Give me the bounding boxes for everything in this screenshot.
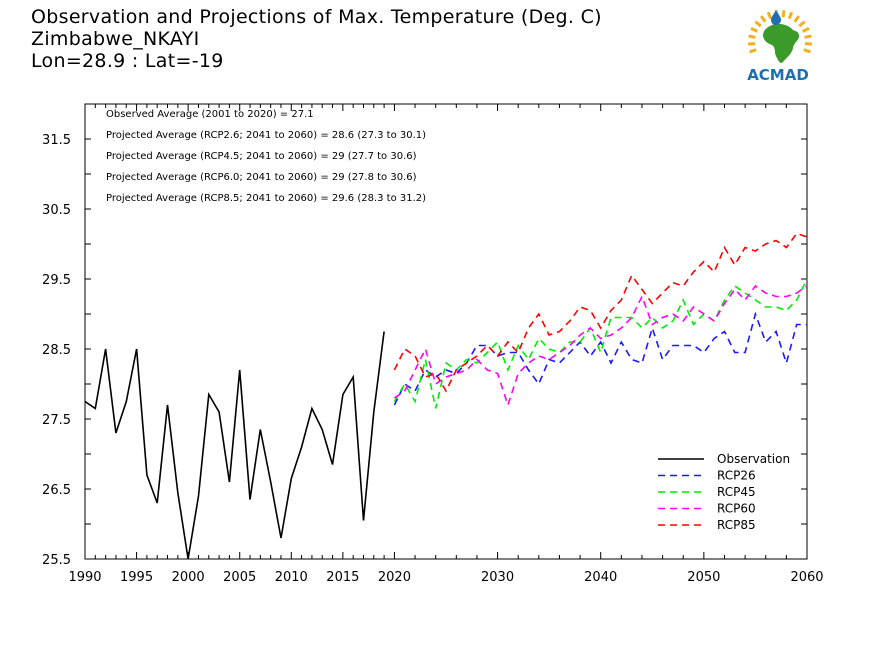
x-tick-label: 1990 (68, 570, 101, 585)
logo-sun-ray (798, 20, 806, 28)
legend-label: RCP60 (717, 502, 756, 516)
series-line-rcp45 (393, 278, 808, 409)
x-tick-label: 2030 (481, 570, 514, 585)
legend-label: Observation (717, 452, 790, 466)
y-tick-label: 26.5 (42, 483, 71, 498)
y-axis: 25.5 26.5 27.5 28.5 29.5 30.5 31.5 (42, 103, 807, 568)
coordinates: Lon=28.9 : Lat=-19 (31, 50, 224, 72)
acmad-logo: ACMAD (747, 10, 813, 84)
logo-text: ACMAD (747, 66, 809, 84)
legend-label: RCP45 (717, 485, 756, 499)
annotation-line: Projected Average (RCP8.5; 2041 to 2060)… (106, 193, 426, 204)
x-tick-label: 2040 (584, 570, 617, 585)
legend-label: RCP26 (717, 469, 756, 483)
logo-sun-ray (793, 15, 801, 23)
series-line-observation (84, 331, 385, 560)
series-layer (84, 232, 808, 560)
x-tick-label: 2050 (687, 570, 720, 585)
location-name: Zimbabwe_NKAYI (31, 28, 200, 50)
logo-sun-ray (766, 11, 773, 20)
chart-title: Observation and Projections of Max. Temp… (31, 6, 602, 28)
x-tick-label: 2010 (275, 570, 308, 585)
plot-frame (84, 103, 808, 560)
logo-sun-ray (759, 15, 767, 23)
series-line-rcp85 (393, 232, 808, 393)
legend: Observation RCP26 RCP45 RCP60 RCP85 (658, 452, 790, 532)
logo-sun-ray (754, 20, 762, 28)
logo-sun-ray (749, 48, 757, 54)
annotation-line: Projected Average (RCP6.0; 2041 to 2060)… (106, 172, 417, 183)
logo-sun-ray (750, 27, 759, 33)
y-tick-label: 28.5 (42, 343, 71, 358)
legend-label: RCP85 (717, 518, 756, 532)
y-tick-label: 31.5 (42, 133, 71, 148)
x-tick-label: 2000 (172, 570, 205, 585)
logo-sun-ray (804, 34, 812, 39)
y-tick-label: 25.5 (42, 553, 71, 568)
x-tick-label: 2005 (223, 570, 256, 585)
logo-sun-ray (781, 10, 786, 18)
series-line-rcp60 (393, 284, 808, 408)
logo-sun-ray (748, 34, 756, 39)
x-axis: 1990 1995 2000 2005 2010 2015 2020 2030 2040 2050… (68, 104, 824, 585)
x-tick-label: 2015 (326, 570, 359, 585)
y-tick-label: 27.5 (42, 413, 71, 428)
y-tick-label: 30.5 (42, 203, 71, 218)
annotation-line: Projected Average (RCP4.5; 2041 to 2060)… (106, 151, 417, 162)
annotation-layer: Observed Average (2001 to 2020) = 27.1 Pr… (106, 109, 426, 204)
logo-sun-ray (803, 48, 811, 54)
x-tick-label: 2020 (378, 570, 411, 585)
logo-sun-ray (801, 27, 810, 33)
africa-sun-logo-icon (747, 10, 813, 63)
annotation-line: Projected Average (RCP2.6; 2041 to 2060)… (106, 130, 426, 141)
x-tick-label: 2060 (790, 570, 823, 585)
logo-sun-ray (787, 11, 794, 20)
series-line-rcp26 (393, 311, 807, 406)
x-tick-label: 1995 (120, 570, 153, 585)
annotation-line: Observed Average (2001 to 2020) = 27.1 (106, 109, 314, 120)
chart-title-block: Observation and Projections of Max. Temp… (31, 6, 602, 72)
y-tick-label: 29.5 (42, 273, 71, 288)
